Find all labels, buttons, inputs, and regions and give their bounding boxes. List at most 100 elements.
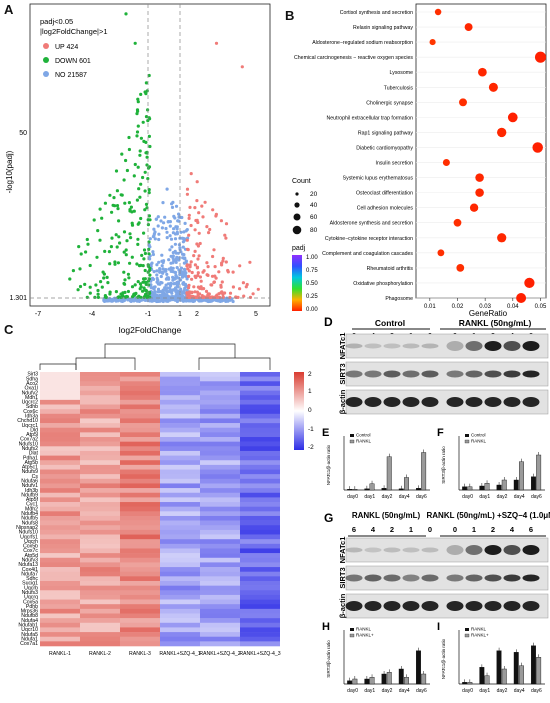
volcano-point [220, 280, 224, 284]
heat-cell [40, 450, 80, 456]
volcano-point [228, 291, 233, 295]
blot-band [421, 370, 439, 378]
blot-band [522, 341, 540, 351]
heat-cell [200, 529, 240, 535]
volcano-point [120, 152, 124, 156]
heat-cell [200, 590, 240, 596]
heat-cell [200, 543, 240, 549]
volcano-point [149, 279, 153, 283]
panel-letter-g: G [324, 511, 333, 525]
volcano-point [136, 97, 140, 101]
blot-band [465, 601, 483, 611]
volcano-point [77, 245, 81, 249]
volcano-point [219, 219, 223, 223]
gene-label: Idh3b [25, 488, 38, 494]
volcano-point [109, 245, 113, 249]
volcano-point [168, 220, 172, 224]
heat-cell [240, 488, 280, 494]
blot-band [503, 545, 521, 555]
heat-cell [240, 520, 280, 526]
volcano-point [115, 204, 120, 208]
volcano-point [76, 288, 80, 292]
gene-label: Ndufb5 [21, 516, 38, 522]
heat-cell [240, 599, 280, 605]
heat-cell [80, 515, 120, 521]
blot-row-label: β-actin [338, 389, 347, 414]
volcano-point [156, 215, 160, 219]
volcano-point [187, 292, 191, 296]
volcano-point [106, 281, 110, 285]
heat-cell [240, 478, 280, 484]
bar [513, 479, 519, 491]
volcano-point [132, 297, 136, 301]
bar [536, 657, 542, 685]
blot-g-group2: RANKL (50ng/mL) +SZQ−4 (1.0μM) [427, 511, 550, 520]
heat-cell [160, 372, 200, 377]
volcano-point [113, 260, 117, 264]
heat-cell [200, 622, 240, 628]
volcano-point [218, 299, 222, 303]
heat-cell [200, 539, 240, 545]
heat-cell [240, 432, 280, 438]
volcano-point [99, 280, 103, 284]
blot-band [484, 370, 502, 378]
volcano-ytick-50: 50 [19, 130, 27, 137]
blot-band [383, 397, 401, 407]
heat-cell [40, 483, 80, 489]
bar-x-tick: day2 [497, 688, 508, 694]
legend-swatch [465, 628, 469, 631]
volcano-point [147, 214, 151, 218]
heat-cell [160, 395, 200, 401]
bar [501, 479, 507, 491]
volcano-point [122, 178, 126, 182]
blot-band [421, 547, 439, 553]
volcano-point [195, 199, 199, 203]
heat-cell [240, 641, 280, 647]
volcano-point [170, 289, 174, 293]
heat-cell [40, 529, 80, 535]
heat-cell [240, 409, 280, 415]
gene-label: Atp5b [24, 460, 38, 466]
bar-legend: RANKL [471, 627, 487, 632]
heat-cell [120, 636, 160, 642]
volcano-point [231, 270, 235, 274]
volcano-point [170, 205, 175, 209]
heat-cell [120, 571, 160, 577]
panel-letter-e: E [322, 427, 329, 439]
volcano-point [155, 273, 159, 277]
volcano-point [213, 265, 217, 269]
bar [421, 673, 427, 685]
volcano-xtick: -1 [145, 311, 151, 318]
volcano-xtick: 1 [178, 311, 182, 318]
legend-swatch [464, 633, 470, 638]
volcano-point [147, 247, 151, 251]
volcano-point [196, 271, 200, 275]
volcano-point [152, 227, 156, 231]
volcano-point [124, 248, 128, 252]
kegg-term-label: Cell adhesion molecules [357, 206, 414, 212]
volcano-point [193, 206, 197, 210]
volcano-point [195, 180, 199, 184]
heat-cell [240, 506, 280, 512]
volcano-point [132, 174, 136, 178]
gene-label: Uqcrfs1 [20, 534, 38, 540]
volcano-point [147, 290, 152, 294]
heat-cell [160, 418, 200, 424]
volcano-point [164, 226, 168, 231]
blot-band [484, 601, 502, 611]
volcano-point [224, 236, 228, 240]
heat-cell [200, 464, 240, 470]
heat-cell [80, 590, 120, 596]
kegg-bubble [453, 218, 462, 227]
heat-cell [120, 534, 160, 540]
heat-cell [80, 478, 120, 484]
heat-cell [160, 562, 200, 568]
heat-cell [80, 576, 120, 582]
heat-cell [40, 464, 80, 470]
heat-cell [200, 483, 240, 489]
volcano-point [139, 216, 143, 221]
heat-cell [80, 557, 120, 563]
gene-label: Ndufs10 [19, 441, 38, 447]
bar [415, 650, 421, 685]
heat-cell [200, 413, 240, 419]
